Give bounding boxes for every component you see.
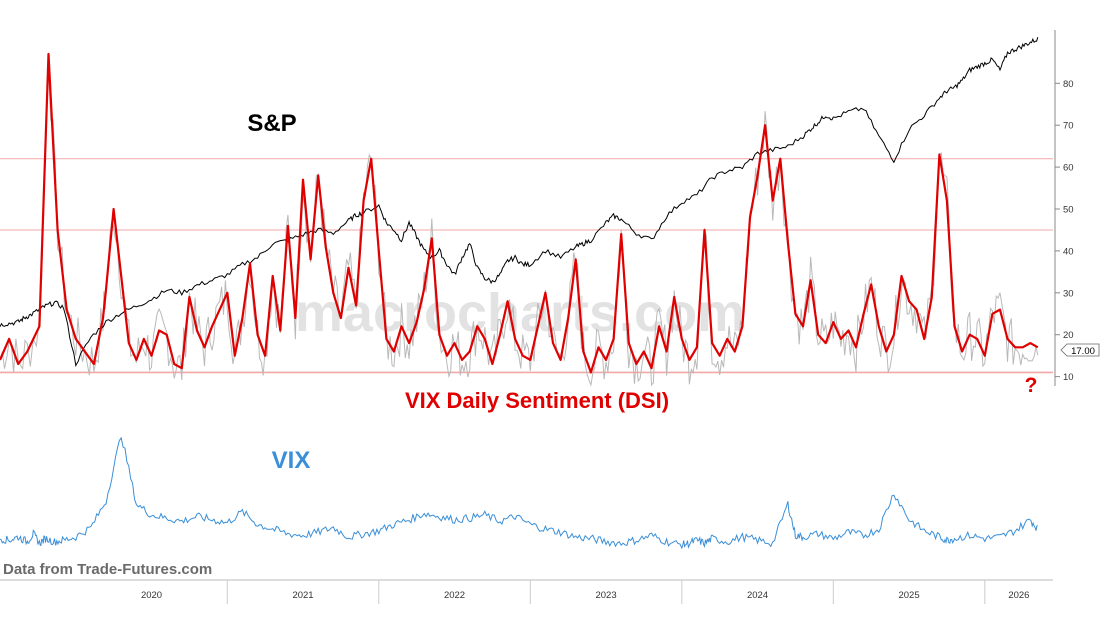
year-label-2020: 2020 [141,590,162,601]
source-label: Data from Trade-Futures.com [3,561,212,578]
dsi-tick-label: 50 [1063,205,1074,216]
year-label-2022: 2022 [444,590,465,601]
dsi-tick-label: 70 [1063,121,1074,132]
dsi-raw-series [0,70,1039,387]
dsi-y-axis: 10 20 30 40 50 60 70 80 [1054,30,1074,386]
dsi-series [0,52,1039,374]
year-label-2025: 2025 [898,590,919,601]
year-label-2026: 2026 [1008,590,1029,601]
year-label-2021: 2021 [292,590,313,601]
dsi-tick-label: 40 [1063,246,1074,257]
dsi-raw-line [0,70,1039,387]
dsi-line [0,52,1039,374]
sp-series [0,37,1039,367]
vix-label: VIX [272,447,311,474]
dsi-tick-label: 60 [1063,163,1074,174]
last-value-tag: 17.00 [1060,343,1100,357]
dsi-tick-label: 20 [1063,330,1074,341]
question-mark: ? [1025,374,1038,397]
sp-label: S&P [247,110,296,137]
dsi-label: VIX Daily Sentiment (DSI) [405,388,669,413]
last-value-text: 17.00 [1071,346,1095,357]
sp-line [0,37,1039,367]
year-label-2024: 2024 [747,590,768,601]
x-axis: 2020 2021 2022 2023 2024 2025 2026 [0,579,1053,604]
year-label-2023: 2023 [595,590,616,601]
dsi-tick-label: 30 [1063,288,1074,299]
dsi-tick-label: 10 [1063,372,1074,383]
dsi-tick-label: 80 [1063,79,1074,90]
vix-line [0,436,1038,550]
vix-series [0,436,1038,550]
